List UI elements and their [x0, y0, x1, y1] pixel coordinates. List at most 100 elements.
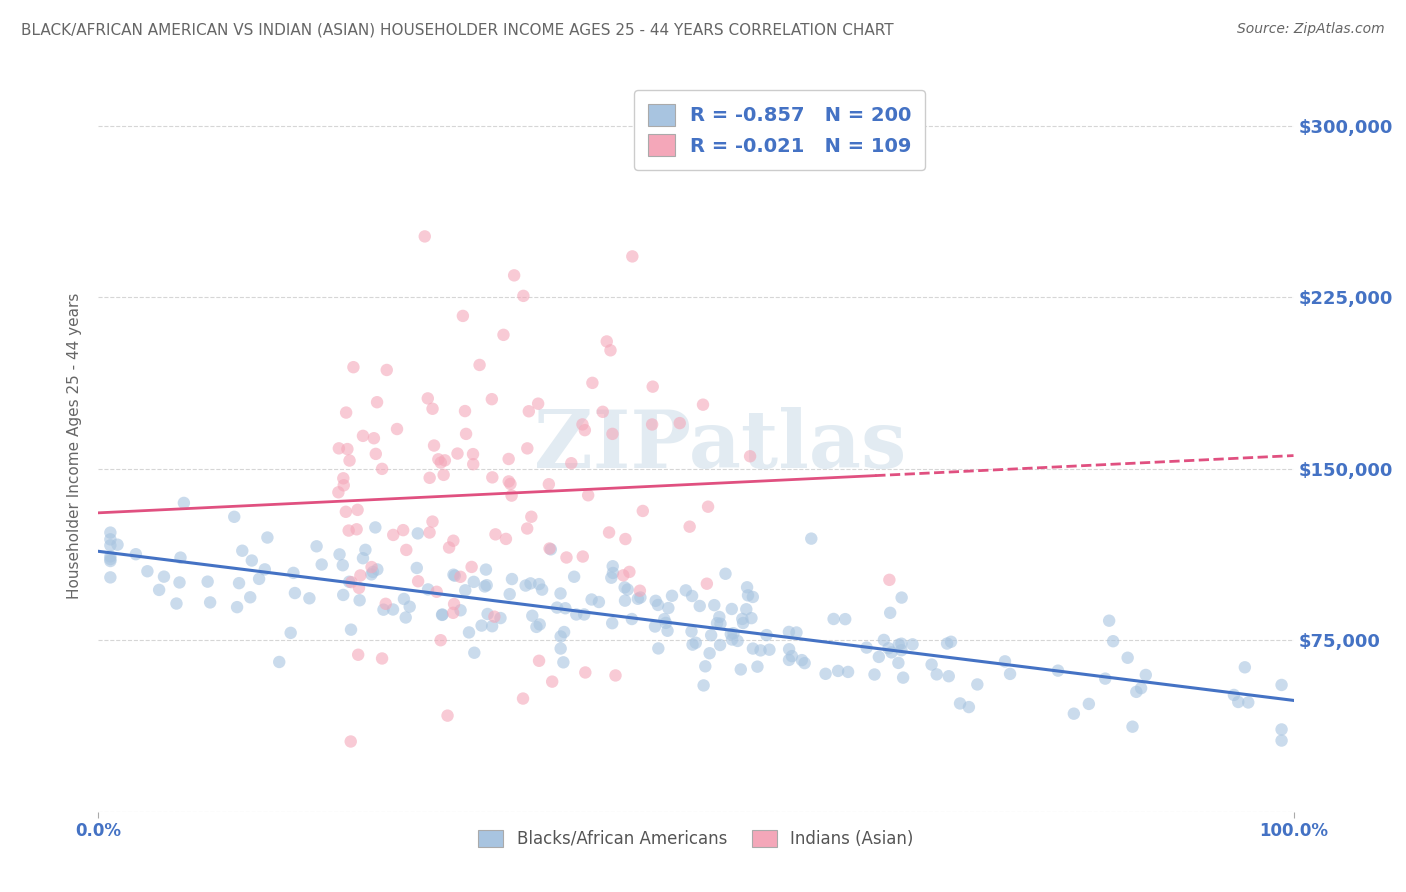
Point [709, 638, 731, 652]
Point [125, 547, 148, 561]
Point [495, 532, 517, 546]
Point [574, 423, 596, 437]
Point [720, 627, 742, 641]
Point [596, 334, 619, 349]
Point [740, 611, 762, 625]
Point [475, 578, 498, 592]
Point [613, 581, 636, 595]
Point [335, 406, 357, 420]
Point [392, 591, 415, 606]
Point [727, 634, 749, 648]
Point [581, 376, 603, 390]
Point [247, 572, 270, 586]
Point [709, 610, 731, 624]
Point [527, 654, 550, 668]
Point [652, 612, 675, 626]
Point [738, 450, 761, 464]
Point [863, 667, 886, 681]
Point [463, 574, 485, 589]
Point [891, 671, 914, 685]
Point [371, 651, 394, 665]
Point [416, 392, 439, 406]
Point [855, 640, 877, 655]
Point [546, 600, 568, 615]
Point [489, 611, 512, 625]
Point [458, 625, 481, 640]
Point [868, 649, 890, 664]
Point [342, 360, 364, 375]
Point [153, 569, 176, 583]
Point [332, 478, 354, 492]
Point [366, 562, 388, 576]
Point [474, 579, 496, 593]
Point [1223, 688, 1246, 702]
Point [516, 522, 538, 536]
Point [655, 615, 678, 630]
Point [614, 532, 637, 546]
Point [481, 470, 503, 484]
Point [605, 668, 627, 682]
Point [405, 561, 427, 575]
Point [616, 582, 638, 597]
Point [520, 509, 543, 524]
Point [661, 589, 683, 603]
Point [689, 599, 711, 613]
Point [498, 475, 520, 489]
Point [450, 603, 472, 617]
Point [98, 549, 122, 564]
Point [540, 542, 562, 557]
Point [714, 566, 737, 581]
Point [461, 447, 484, 461]
Point [360, 560, 382, 574]
Point [517, 404, 540, 418]
Point [720, 602, 742, 616]
Point [1125, 685, 1147, 699]
Point [515, 578, 537, 592]
Point [340, 575, 363, 590]
Point [827, 664, 849, 678]
Point [749, 643, 772, 657]
Point [1116, 650, 1139, 665]
Point [449, 570, 471, 584]
Point [627, 591, 650, 606]
Point [305, 539, 328, 553]
Point [921, 657, 943, 672]
Point [737, 588, 759, 602]
Point [280, 625, 302, 640]
Point [169, 550, 191, 565]
Point [364, 520, 387, 534]
Point [554, 601, 576, 615]
Point [454, 426, 477, 441]
Point [522, 608, 544, 623]
Point [398, 599, 420, 614]
Point [1271, 723, 1294, 737]
Point [1121, 720, 1143, 734]
Point [385, 422, 408, 436]
Point [364, 447, 387, 461]
Point [600, 571, 623, 585]
Point [430, 607, 453, 622]
Point [692, 398, 714, 412]
Point [588, 595, 610, 609]
Point [373, 602, 395, 616]
Point [600, 616, 623, 631]
Point [335, 505, 357, 519]
Point [446, 446, 468, 460]
Point [441, 533, 464, 548]
Point [685, 636, 707, 650]
Point [778, 624, 800, 639]
Point [284, 586, 307, 600]
Point [484, 527, 506, 541]
Point [790, 653, 813, 667]
Point [723, 626, 745, 640]
Point [360, 567, 382, 582]
Point [347, 648, 370, 662]
Point [793, 656, 815, 670]
Point [834, 612, 856, 626]
Point [226, 600, 249, 615]
Point [516, 442, 538, 456]
Point [395, 543, 418, 558]
Point [696, 576, 718, 591]
Point [641, 417, 664, 432]
Point [1063, 706, 1085, 721]
